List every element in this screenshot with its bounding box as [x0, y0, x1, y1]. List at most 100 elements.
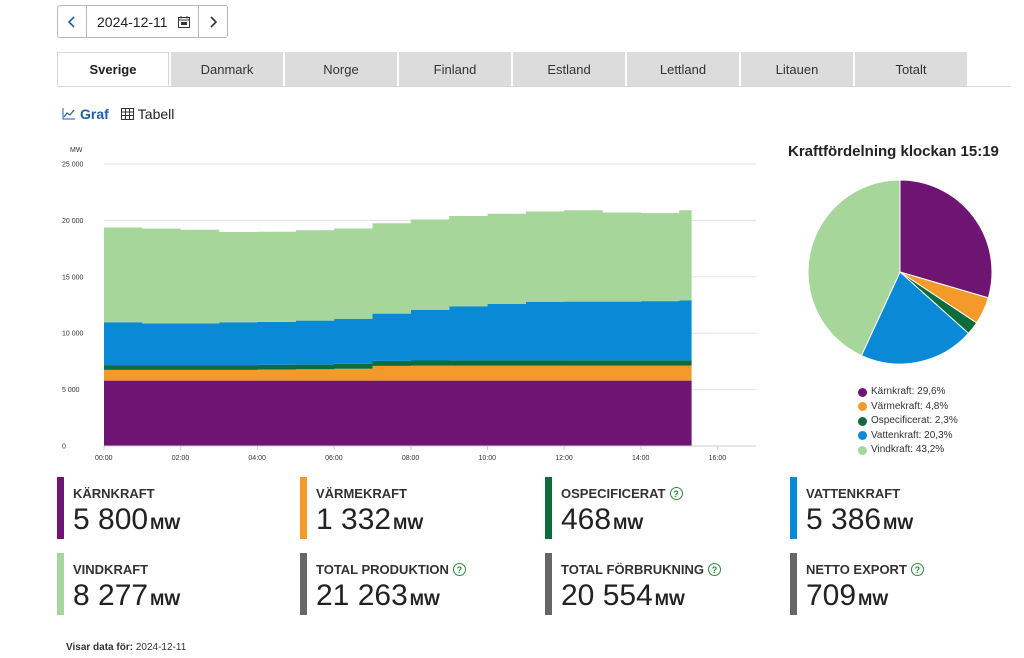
y-tick-label: 20 000: [62, 218, 84, 225]
vattenkraft-slice[interactable]: [860, 271, 970, 365]
stat-label-text: OSPECIFICERAT: [561, 486, 666, 501]
stat-label: NETTO EXPORT?: [806, 562, 924, 577]
stat-label-text: NETTO EXPORT: [806, 562, 907, 577]
x-tick-label: 14:00: [632, 455, 650, 462]
tab-finland[interactable]: Finland: [399, 52, 511, 86]
stat-card-netto_export: NETTO EXPORT? 709 MW: [790, 553, 1010, 615]
ospecificerat-area: [104, 360, 692, 370]
stat-number: 1 332: [316, 503, 392, 536]
stat-unit: MW: [150, 590, 181, 609]
stat-label: TOTAL PRODUKTION?: [316, 562, 466, 577]
vattenkraft-area: [104, 299, 692, 366]
footer-label: Visar data för:: [66, 642, 134, 653]
stat-card-vindkraft: VINDKRAFT 8 277 MW: [57, 553, 277, 615]
vindkraft-slice[interactable]: [807, 179, 901, 357]
stat-unit: MW: [613, 514, 644, 533]
y-tick-label: 0: [62, 444, 66, 451]
stat-unit: MW: [858, 590, 889, 609]
legend-label: Vattenkraft: 20,3%: [871, 429, 953, 441]
country-tabs: Sverige Danmark Norge Finland Estland Le…: [57, 52, 1011, 87]
stat-number: 709: [806, 579, 857, 612]
tab-litauen[interactable]: Litauen: [741, 52, 853, 86]
legend-swatch: [858, 387, 867, 397]
legend-label: Vindkraft: 43,2%: [871, 444, 945, 455]
help-icon[interactable]: ?: [452, 563, 466, 576]
x-tick-label: 04:00: [248, 455, 266, 462]
view-toggle: Graf Tabell: [62, 106, 174, 122]
chevron-right-icon: [210, 15, 218, 28]
tab-lettland[interactable]: Lettland: [627, 52, 739, 86]
stat-color-bar: [300, 553, 307, 615]
x-tick-label: 06:00: [325, 455, 343, 462]
line-chart-icon: [62, 108, 75, 120]
stat-label-text: KÄRNKRAFT: [73, 486, 155, 501]
tab-norge[interactable]: Norge: [285, 52, 397, 86]
vindkraft-area: [104, 206, 692, 324]
calendar-icon[interactable]: [177, 15, 190, 28]
stat-label: VATTENKRAFT: [806, 486, 900, 501]
table-icon: [120, 108, 134, 120]
graf-view-button[interactable]: Graf: [62, 106, 109, 122]
stat-card-karnkraft: KÄRNKRAFT 5 800 MW: [57, 477, 277, 539]
stat-label-text: VATTENKRAFT: [806, 486, 901, 501]
stat-label: OSPECIFICERAT?: [561, 486, 683, 501]
legend-item-ospecificerat[interactable]: Ospecificerat: 2,3%: [858, 414, 958, 429]
tab-totalt[interactable]: Totalt: [855, 52, 967, 86]
stat-number: 468: [561, 503, 612, 536]
help-icon[interactable]: ?: [708, 563, 721, 576]
stat-value: 468 MW: [561, 503, 643, 537]
y-tick-label: 5 000: [62, 387, 80, 394]
x-tick-label: 10:00: [479, 455, 497, 462]
tabell-label: Tabell: [137, 106, 175, 122]
help-icon[interactable]: ?: [910, 563, 924, 576]
stat-value: 21 263 MW: [316, 579, 440, 613]
stat-value: 1 332 MW: [316, 503, 423, 537]
stat-color-bar: [57, 477, 64, 539]
y-tick-label: 25 000: [62, 162, 84, 169]
stat-color-bar: [545, 553, 552, 615]
stat-label-text: TOTAL PRODUKTION: [316, 562, 449, 577]
legend-swatch: [858, 416, 867, 426]
stat-unit: MW: [654, 590, 685, 609]
karnkraft-slice[interactable]: [899, 179, 993, 299]
stat-label: TOTAL FÖRBRUKNING?: [561, 562, 721, 577]
x-tick-label: 02:00: [172, 455, 190, 462]
stat-label-text: TOTAL FÖRBRUKNING: [561, 562, 704, 577]
stat-label: VINDKRAFT: [73, 562, 148, 577]
stat-number: 5 800: [73, 503, 149, 536]
tab-sverige[interactable]: Sverige: [57, 52, 169, 86]
tab-estland[interactable]: Estland: [513, 52, 625, 86]
x-tick-label: 08:00: [402, 455, 420, 462]
tab-danmark[interactable]: Danmark: [171, 52, 283, 86]
stat-unit: MW: [393, 514, 424, 533]
legend-item-vattenkraft[interactable]: Vattenkraft: 20,3%: [858, 429, 958, 444]
legend-swatch: [858, 402, 867, 412]
stat-unit: MW: [883, 514, 914, 533]
data-date-footer: Visar data för: 2024-12-11: [66, 642, 186, 653]
legend-item-varmekraft[interactable]: Värmekraft: 4,8%: [858, 400, 958, 415]
y-tick-label: 15 000: [62, 274, 84, 281]
tabell-view-button[interactable]: Tabell: [120, 106, 175, 122]
previous-day-button[interactable]: [57, 5, 87, 38]
next-day-button[interactable]: [198, 5, 228, 38]
x-tick-label: 12:00: [555, 455, 573, 462]
y-tick-label: 10 000: [62, 331, 84, 338]
help-icon[interactable]: ?: [669, 487, 683, 500]
legend-label: Kärnkraft: 29,6%: [871, 386, 946, 397]
legend-item-karnkraft[interactable]: Kärnkraft: 29,6%: [858, 385, 958, 400]
varmekraft-area: [104, 365, 692, 381]
pie-title: Kraftfördelning klockan 15:19: [788, 143, 999, 160]
stat-value: 20 554 MW: [561, 579, 685, 613]
stat-value: 8 277 MW: [73, 579, 180, 613]
stat-number: 5 386: [806, 503, 882, 536]
stat-value: 5 800 MW: [73, 503, 180, 537]
legend-item-vindkraft[interactable]: Vindkraft: 43,2%: [858, 443, 958, 458]
stat-card-total_produktion: TOTAL PRODUKTION? 21 263 MW: [300, 553, 520, 615]
stat-label-text: VINDKRAFT: [73, 562, 149, 577]
stat-label: KÄRNKRAFT: [73, 486, 155, 501]
date-picker[interactable]: 2024-12-11: [87, 5, 198, 38]
stat-color-bar: [300, 477, 307, 539]
karnkraft-area: [104, 380, 692, 446]
legend-label: Ospecificerat: 2,3%: [871, 415, 958, 426]
stat-card-varmekraft: VÄRMEKRAFT 1 332 MW: [300, 477, 520, 539]
